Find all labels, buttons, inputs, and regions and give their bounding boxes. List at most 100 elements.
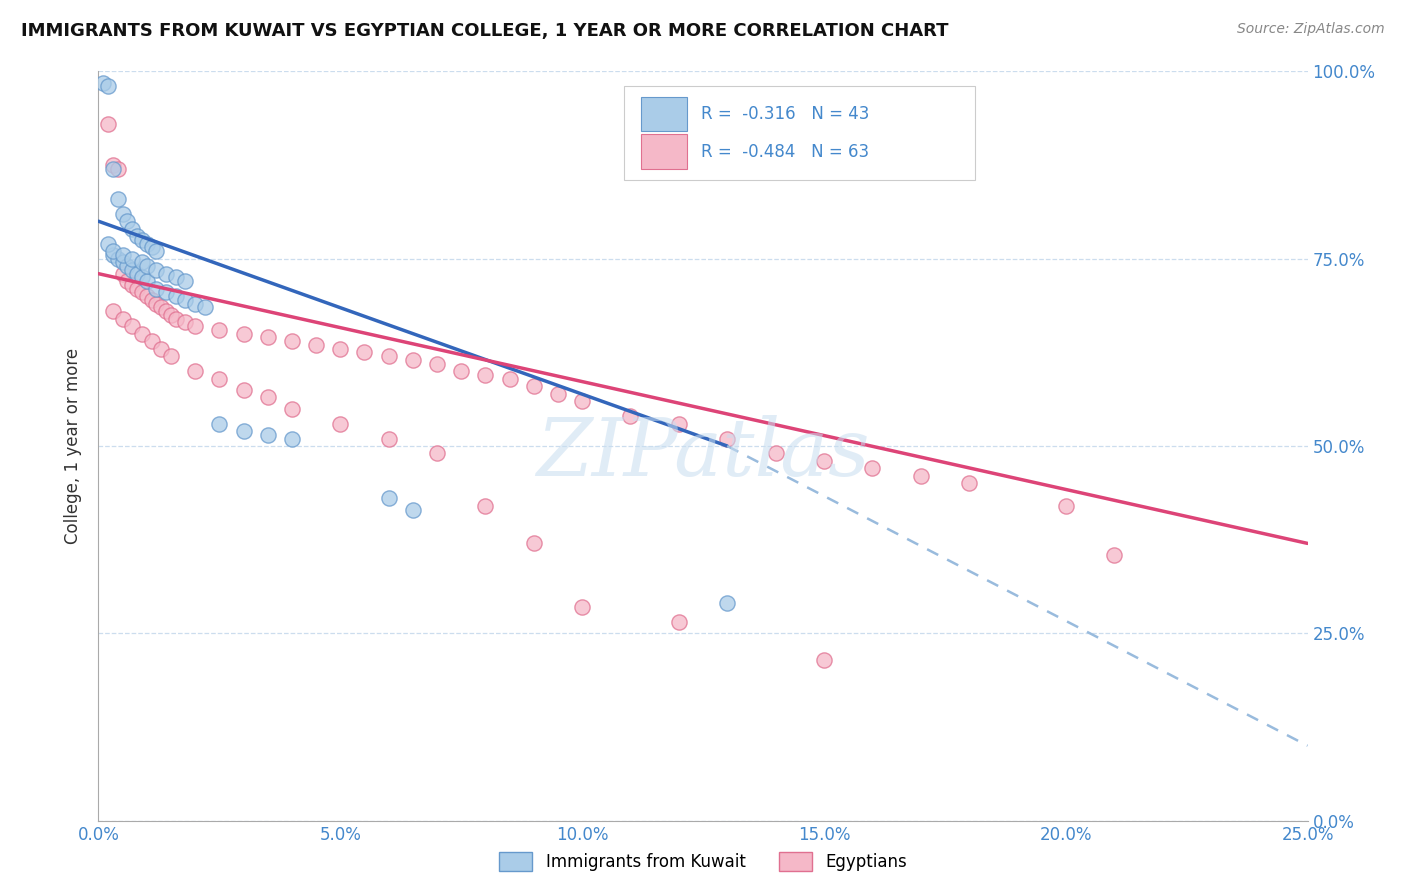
Point: [117, 274, 139, 288]
Point: [256, 427, 278, 442]
Point: [107, 161, 129, 176]
Point: [571, 394, 593, 409]
Point: [111, 267, 134, 281]
Point: [127, 229, 149, 244]
Point: [716, 432, 738, 446]
Point: [957, 476, 980, 491]
Point: [135, 274, 157, 288]
Point: [111, 311, 134, 326]
Point: [281, 401, 304, 416]
FancyBboxPatch shape: [641, 135, 688, 169]
Point: [668, 417, 690, 431]
Point: [160, 349, 183, 363]
Point: [107, 252, 129, 266]
Point: [131, 285, 153, 300]
Point: [155, 304, 177, 318]
Point: [232, 424, 254, 438]
Point: [135, 289, 157, 303]
Point: [121, 252, 143, 266]
Point: [1054, 499, 1077, 513]
Point: [523, 536, 546, 550]
Point: [813, 454, 835, 468]
Text: R =  -0.484   N = 63: R = -0.484 N = 63: [700, 143, 869, 161]
Point: [101, 244, 124, 259]
Point: [117, 259, 139, 273]
Point: [184, 364, 207, 378]
Point: [619, 409, 641, 423]
Point: [121, 221, 143, 235]
Point: [208, 323, 231, 337]
Point: [765, 446, 787, 460]
Text: R =  -0.316   N = 43: R = -0.316 N = 43: [700, 105, 869, 123]
Point: [165, 270, 187, 285]
Point: [523, 379, 546, 393]
Point: [145, 263, 167, 277]
Legend: Immigrants from Kuwait, Egyptians: Immigrants from Kuwait, Egyptians: [491, 843, 915, 880]
Point: [184, 319, 207, 334]
Point: [131, 270, 153, 285]
Point: [860, 461, 883, 475]
Point: [232, 326, 254, 341]
Point: [281, 432, 304, 446]
Point: [426, 357, 449, 371]
Point: [97, 236, 120, 251]
Point: [716, 596, 738, 610]
Point: [131, 326, 153, 341]
Point: [377, 491, 399, 506]
Point: [121, 319, 143, 334]
Point: [97, 79, 120, 94]
Point: [101, 304, 124, 318]
Point: [121, 263, 143, 277]
Point: [135, 236, 157, 251]
Point: [117, 214, 139, 228]
Point: [135, 259, 157, 273]
Point: [127, 267, 149, 281]
Point: [402, 502, 425, 516]
Point: [256, 330, 278, 344]
Point: [1102, 548, 1125, 562]
Point: [668, 615, 690, 629]
Point: [101, 248, 124, 262]
Point: [131, 255, 153, 269]
Point: [155, 285, 177, 300]
Point: [160, 308, 183, 322]
Point: [145, 296, 167, 310]
Point: [547, 386, 569, 401]
Point: [150, 342, 173, 356]
Point: [910, 469, 932, 483]
Text: ZIPatlas: ZIPatlas: [536, 415, 870, 492]
Point: [184, 296, 207, 310]
Point: [571, 600, 593, 615]
Point: [141, 293, 163, 307]
Point: [107, 192, 129, 206]
Point: [353, 345, 375, 359]
Point: [474, 499, 496, 513]
Point: [256, 390, 278, 404]
Point: [305, 338, 328, 352]
Point: [141, 240, 163, 254]
Point: [111, 248, 134, 262]
Point: [498, 371, 520, 385]
Point: [165, 289, 187, 303]
Point: [174, 293, 197, 307]
Point: [145, 244, 167, 259]
Point: [121, 277, 143, 292]
Point: [377, 349, 399, 363]
Point: [127, 282, 149, 296]
Point: [111, 255, 134, 269]
Point: [813, 652, 835, 666]
Point: [450, 364, 472, 378]
Point: [155, 267, 177, 281]
Point: [474, 368, 496, 382]
Point: [150, 301, 173, 315]
Point: [141, 334, 163, 348]
Point: [165, 311, 187, 326]
FancyBboxPatch shape: [624, 87, 976, 180]
FancyBboxPatch shape: [641, 97, 688, 131]
Point: [145, 282, 167, 296]
Point: [329, 342, 352, 356]
Point: [208, 417, 231, 431]
Text: IMMIGRANTS FROM KUWAIT VS EGYPTIAN COLLEGE, 1 YEAR OR MORE CORRELATION CHART: IMMIGRANTS FROM KUWAIT VS EGYPTIAN COLLE…: [21, 22, 949, 40]
Point: [329, 417, 352, 431]
Point: [174, 315, 197, 329]
